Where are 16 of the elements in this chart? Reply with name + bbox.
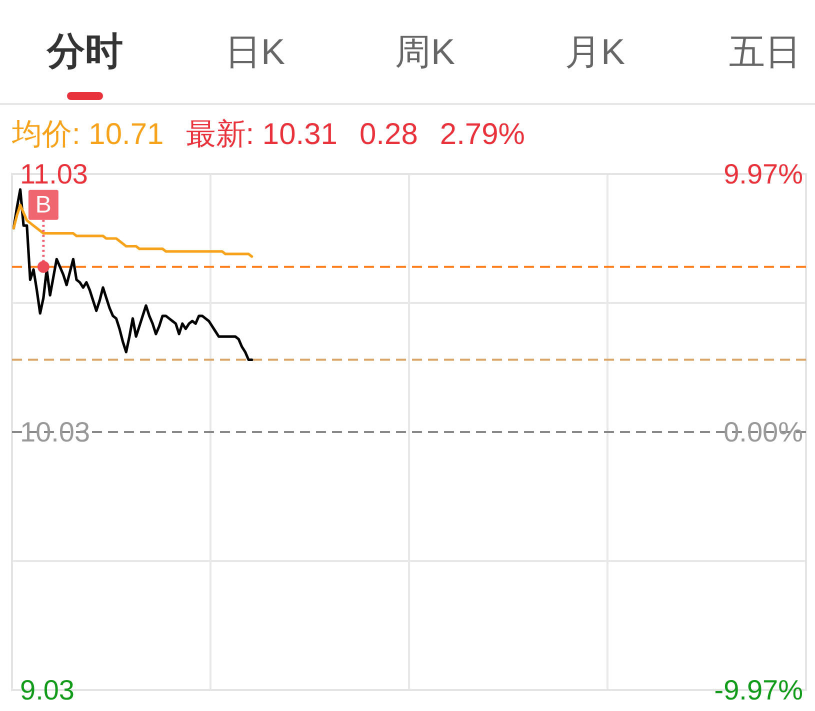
text: 均价: 10.71 bbox=[11, 118, 164, 151]
text: 0.28 bbox=[360, 118, 418, 151]
text: 最新: 10.31 bbox=[186, 118, 338, 151]
text: 分时 bbox=[46, 31, 123, 73]
text: 日K bbox=[224, 31, 286, 72]
y2-tick-label: 9.97% bbox=[724, 158, 803, 190]
text: 2.79% bbox=[440, 118, 525, 151]
text: 月K bbox=[564, 31, 626, 72]
series-label: B bbox=[35, 191, 52, 218]
text: 周K bbox=[394, 31, 456, 72]
y-tick-label: 11.03 bbox=[20, 158, 88, 190]
y2-tick-label: -9.97% bbox=[714, 674, 803, 706]
text: 五日 bbox=[729, 31, 801, 72]
y-tick-label: 10.03 bbox=[20, 416, 90, 448]
y-tick-label: 9.03 bbox=[20, 674, 74, 706]
line-series bbox=[12, 188, 254, 362]
